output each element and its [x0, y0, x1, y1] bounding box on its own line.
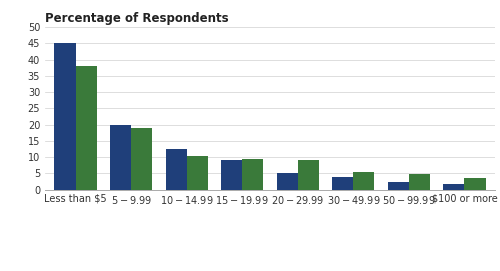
Bar: [464, 178, 485, 190]
Bar: [276, 173, 298, 190]
Text: Percentage of Respondents: Percentage of Respondents: [45, 12, 228, 25]
Bar: [332, 177, 353, 190]
Bar: [54, 43, 76, 190]
Bar: [354, 172, 374, 190]
Bar: [242, 159, 264, 190]
Bar: [221, 160, 242, 190]
Bar: [131, 128, 152, 190]
Bar: [110, 125, 131, 190]
Bar: [409, 174, 430, 190]
Bar: [186, 156, 208, 190]
Bar: [166, 149, 186, 190]
Bar: [444, 184, 464, 190]
Bar: [388, 182, 409, 190]
Bar: [76, 66, 96, 190]
Bar: [298, 160, 319, 190]
